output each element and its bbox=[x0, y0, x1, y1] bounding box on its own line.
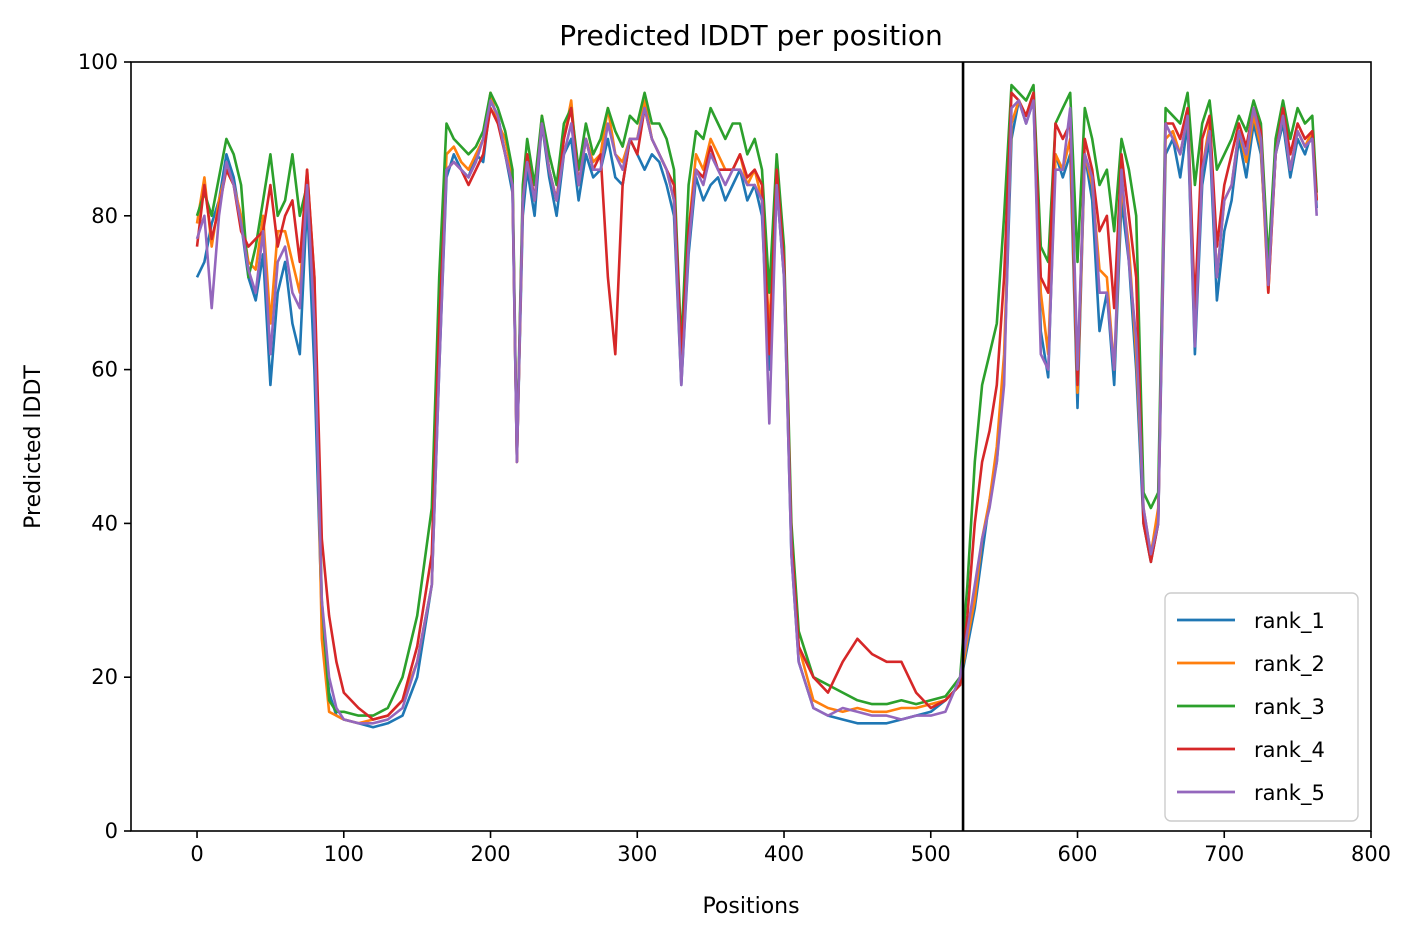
legend-label-rank_1: rank_1 bbox=[1254, 609, 1325, 634]
legend-label-rank_4: rank_4 bbox=[1254, 738, 1325, 763]
plot-frame bbox=[130, 61, 1372, 832]
x-tick-label: 500 bbox=[911, 842, 951, 866]
y-tick-label: 60 bbox=[91, 358, 118, 382]
x-tick-label: 800 bbox=[1351, 842, 1391, 866]
x-axis-label: Positions bbox=[702, 894, 799, 919]
legend-label-rank_5: rank_5 bbox=[1254, 781, 1325, 806]
legend-label-rank_3: rank_3 bbox=[1254, 695, 1325, 720]
series-line-rank_5 bbox=[195, 99, 1318, 725]
x-tick-label: 300 bbox=[617, 842, 657, 866]
x-tick-label: 0 bbox=[190, 842, 203, 866]
y-tick-label: 20 bbox=[91, 665, 118, 689]
y-tick-label: 80 bbox=[91, 204, 118, 228]
y-tick-label: 40 bbox=[91, 511, 118, 535]
legend-label-rank_2: rank_2 bbox=[1254, 652, 1325, 677]
chart-title: Predicted lDDT per position bbox=[559, 19, 943, 52]
series-line-rank_3 bbox=[195, 83, 1318, 717]
y-axis-label: Predicted lDDT bbox=[21, 365, 46, 529]
plot-area: 0 100 200 300 400 500 600 700 800 0 20 40 60 80 100 ran… bbox=[78, 50, 1391, 866]
x-tick-label: 700 bbox=[1204, 842, 1244, 866]
x-tick-label: 400 bbox=[764, 842, 804, 866]
x-tick-label: 200 bbox=[470, 842, 510, 866]
series-line-rank_4 bbox=[195, 91, 1318, 721]
x-tick-label: 100 bbox=[324, 842, 364, 866]
y-tick-label: 0 bbox=[105, 819, 118, 843]
y-tick-label: 100 bbox=[78, 50, 118, 74]
series-line-rank_1 bbox=[195, 99, 1318, 729]
legend-box bbox=[1164, 592, 1359, 822]
x-tick-label: 600 bbox=[1057, 842, 1097, 866]
